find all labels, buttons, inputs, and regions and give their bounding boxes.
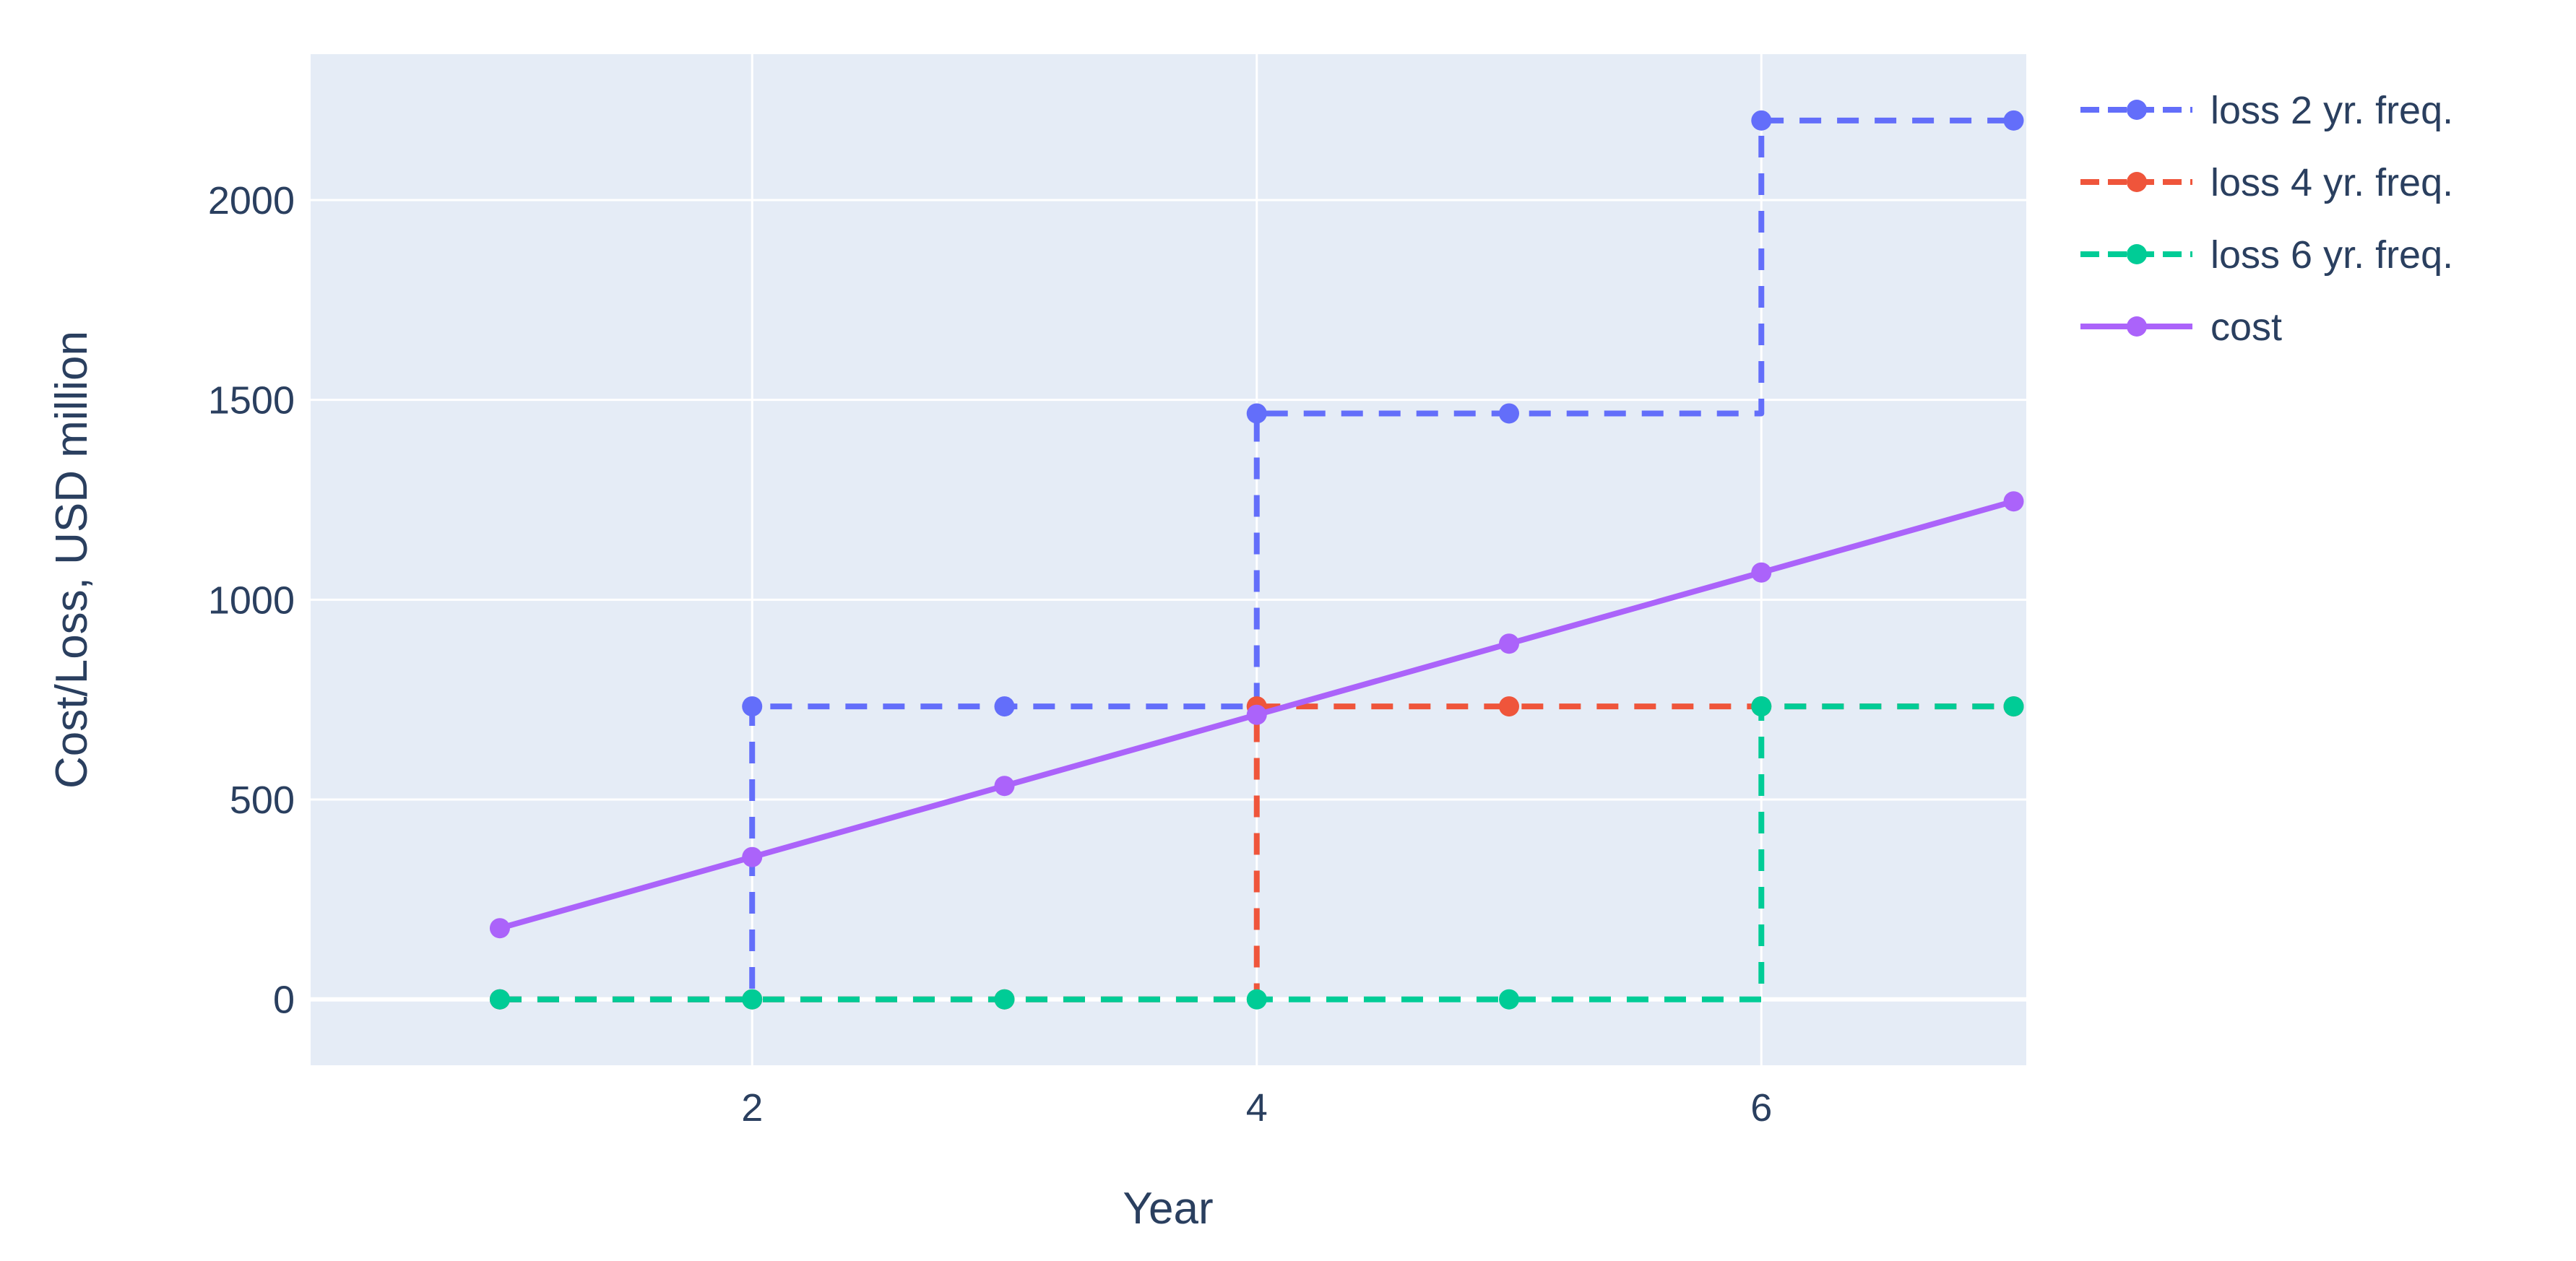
data-point[interactable] (1246, 989, 1267, 1010)
data-point[interactable] (1499, 989, 1520, 1010)
data-point[interactable] (742, 846, 763, 867)
data-point[interactable] (994, 776, 1015, 797)
x-tick-label: 4 (1246, 1086, 1268, 1130)
legend-swatch-marker (2127, 244, 2147, 264)
legend-item-loss-4-yr-freq[interactable]: loss 4 yr. freq. (2080, 161, 2453, 204)
legend-item-loss-2-yr-freq[interactable]: loss 2 yr. freq. (2080, 89, 2453, 132)
series-loss-6-yr-freq (489, 696, 2024, 1010)
legend-item-loss-6-yr-freq[interactable]: loss 6 yr. freq. (2080, 233, 2453, 277)
legend-label: loss 2 yr. freq. (2210, 89, 2453, 132)
y-tick-label: 1500 (208, 379, 295, 422)
data-point[interactable] (2003, 491, 2024, 512)
legend-item-cost[interactable]: cost (2080, 306, 2282, 349)
data-point[interactable] (489, 918, 510, 939)
series-cost (489, 491, 2024, 939)
x-tick-label: 2 (741, 1086, 763, 1130)
data-point[interactable] (742, 989, 763, 1010)
data-point[interactable] (1499, 403, 1520, 424)
legend-label: loss 4 yr. freq. (2210, 161, 2453, 204)
plot-background (311, 54, 2026, 1065)
y-axis-title: Cost/Loss, USD million (47, 331, 97, 789)
series-line (499, 117, 2014, 1002)
data-point[interactable] (2003, 696, 2024, 717)
data-point[interactable] (2003, 110, 2024, 131)
y-tick-label: 0 (273, 979, 295, 1022)
x-axis-title: Year (1123, 1184, 1213, 1234)
y-tick-label: 2000 (208, 179, 295, 222)
data-point[interactable] (1751, 562, 1772, 583)
series-layer (489, 110, 2024, 1010)
y-tick-label: 1000 (208, 578, 295, 622)
legend-label: loss 6 yr. freq. (2210, 233, 2453, 277)
data-point[interactable] (489, 989, 510, 1010)
data-point[interactable] (1246, 403, 1267, 424)
data-point[interactable] (1751, 110, 1772, 131)
tick-labels: 2 4 6 0 500 1000 1500 2000 (208, 179, 1772, 1130)
legend-label: cost (2210, 306, 2282, 349)
data-point[interactable] (742, 696, 763, 717)
x-tick-label: 6 (1750, 1086, 1772, 1130)
legend-swatch-marker (2127, 100, 2147, 120)
data-point[interactable] (1751, 696, 1772, 717)
legend-swatch-marker (2127, 316, 2147, 337)
data-point[interactable] (1499, 696, 1520, 717)
data-point[interactable] (1499, 633, 1520, 654)
series-loss-2-yr-freq (489, 110, 2024, 1010)
legend: loss 2 yr. freq. loss 4 yr. freq. loss 6 y… (2080, 89, 2453, 349)
data-point[interactable] (994, 696, 1015, 717)
legend-swatch-marker (2127, 172, 2147, 192)
series-line (499, 703, 2014, 1002)
series-line (499, 703, 2014, 1002)
data-point[interactable] (1246, 704, 1267, 725)
y-tick-label: 500 (230, 779, 295, 822)
data-point[interactable] (994, 989, 1015, 1010)
